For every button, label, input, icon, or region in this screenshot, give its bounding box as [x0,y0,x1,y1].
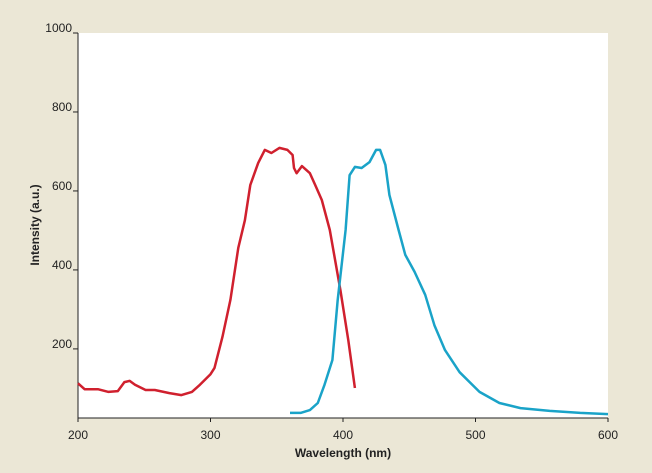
x-axis-label: Wavelength (nm) [295,446,391,460]
line-series [290,148,609,416]
x-tick-label: 300 [200,428,220,442]
y-axis-label: Intensity (a.u.) [28,184,42,265]
y-tick-label: 400 [52,258,72,272]
x-tick-label: 500 [465,428,485,442]
plot-area [78,33,608,418]
y-tick-label: 600 [52,179,72,193]
y-tick-label: 800 [52,100,72,114]
x-tick-label: 200 [68,428,88,442]
y-tick-label: 1000 [45,21,72,35]
x-tick-label: 400 [333,428,353,442]
y-tick-label: 200 [52,337,72,351]
x-tick-label: 600 [598,428,618,442]
line-series [77,146,357,397]
